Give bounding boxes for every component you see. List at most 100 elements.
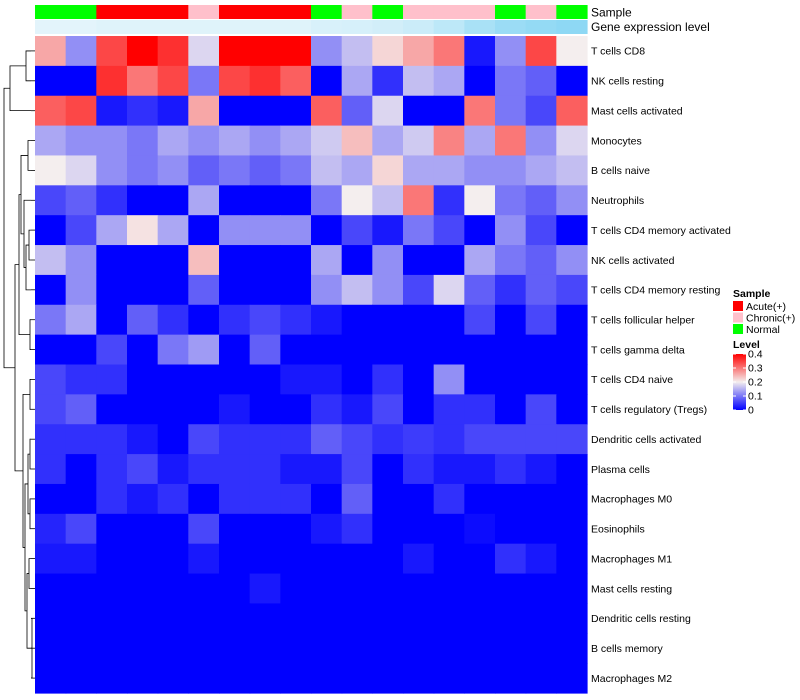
heatmap-cell [157,215,189,246]
heatmap-cell [65,483,97,515]
row-label: T cells CD4 memory activated [591,225,731,237]
heatmap-cell [219,245,251,276]
gene-expression-annotation-cell [525,20,557,34]
row-label: Macrophages M1 [591,553,672,565]
heatmap-cell [96,304,128,336]
heatmap-cell [311,334,343,366]
heatmap-cell [433,424,465,455]
gene-expression-annotation-cell [556,20,588,34]
heatmap-cell [35,513,67,545]
heatmap-cell [157,483,189,515]
heatmap-cell [280,454,312,485]
heatmap-cell [219,36,251,67]
heatmap-cell [556,663,588,694]
heatmap-cell [96,65,128,97]
heatmap-cell [35,603,67,634]
heatmap-cell [249,633,281,664]
heatmap-cell [188,394,220,425]
heatmap-cell [311,245,343,276]
heatmap-cell [65,215,97,246]
heatmap-cell [311,663,343,694]
heatmap-cell [403,95,435,127]
heatmap-cell [433,274,465,306]
heatmap-cell [311,185,343,216]
heatmap-cell [403,125,435,157]
heatmap-cell [127,603,159,634]
heatmap-cell [249,334,281,366]
heatmap-cell [311,513,343,545]
heatmap-cell [372,603,404,634]
heatmap-cell [464,424,496,455]
heatmap-cell [495,424,527,455]
sample-annotation-cell [341,5,373,19]
heatmap-cell [280,364,312,395]
heatmap-cell [556,483,588,515]
column-annotations [35,5,588,34]
gene-expression-annotation-cell [127,20,159,34]
heatmap-cell [495,513,527,545]
heatmap-cell [280,573,312,605]
heatmap-cell [35,65,67,97]
heatmap-cell [341,454,373,485]
sample-legend-swatch [733,312,743,323]
gene-expression-annotation-label: Gene expression level [591,20,710,34]
heatmap-cell [127,185,159,216]
heatmap-cell [280,274,312,306]
heatmap-cell [556,245,588,276]
heatmap-cell [35,454,67,485]
gene-expression-annotation-cell [403,20,435,34]
heatmap-cell [219,633,251,664]
heatmap-cell [35,274,67,306]
sample-legend-label: Acute(+) [746,301,786,313]
heatmap-cell [403,334,435,366]
heatmap-cell [341,633,373,664]
heatmap-cell [96,155,128,186]
heatmap-cell [464,364,496,395]
heatmap-cell [525,334,557,366]
heatmap-cell [65,65,97,97]
heatmap-cell [127,573,159,605]
row-label: T cells follicular helper [591,315,695,327]
heatmap-cell [433,543,465,575]
heatmap-cell [464,573,496,605]
heatmap-cell [403,245,435,276]
heatmap-cell [127,274,159,306]
sample-annotation-cell [249,5,281,19]
heatmap-cell [65,95,97,127]
sample-annotation-cell [556,5,588,19]
heatmap-cell [127,394,159,425]
heatmap-cell [280,36,312,67]
row-label: Neutrophils [591,195,644,207]
heatmap-cell [188,633,220,664]
heatmap-cell [127,663,159,694]
heatmap-cell [403,36,435,67]
heatmap-cell [65,185,97,216]
heatmap-cell [525,483,557,515]
heatmap-cell [464,95,496,127]
heatmap-cell [311,573,343,605]
heatmap-cell [464,543,496,575]
heatmap-cell [96,424,128,455]
heatmap-cell [35,663,67,694]
heatmap-cell [280,304,312,336]
heatmap-cell [341,483,373,515]
heatmap-cell [280,185,312,216]
heatmap-cell [96,215,128,246]
heatmap-cell [35,245,67,276]
sample-annotation-cell [157,5,189,19]
heatmap-cell [249,424,281,455]
heatmap-cell [188,274,220,306]
gene-expression-annotation-cell [464,20,496,34]
heatmap-cell [495,663,527,694]
heatmap-cell [219,95,251,127]
heatmap-cell [96,663,128,694]
heatmap-cell [556,334,588,366]
heatmap-cell [157,125,189,157]
row-label: Macrophages M0 [591,494,672,506]
heatmap-cell [433,245,465,276]
heatmap-cell [96,513,128,545]
sample-annotation-cell [127,5,159,19]
heatmap-cell [341,304,373,336]
heatmap-cell [35,424,67,455]
heatmap-cell [35,304,67,336]
